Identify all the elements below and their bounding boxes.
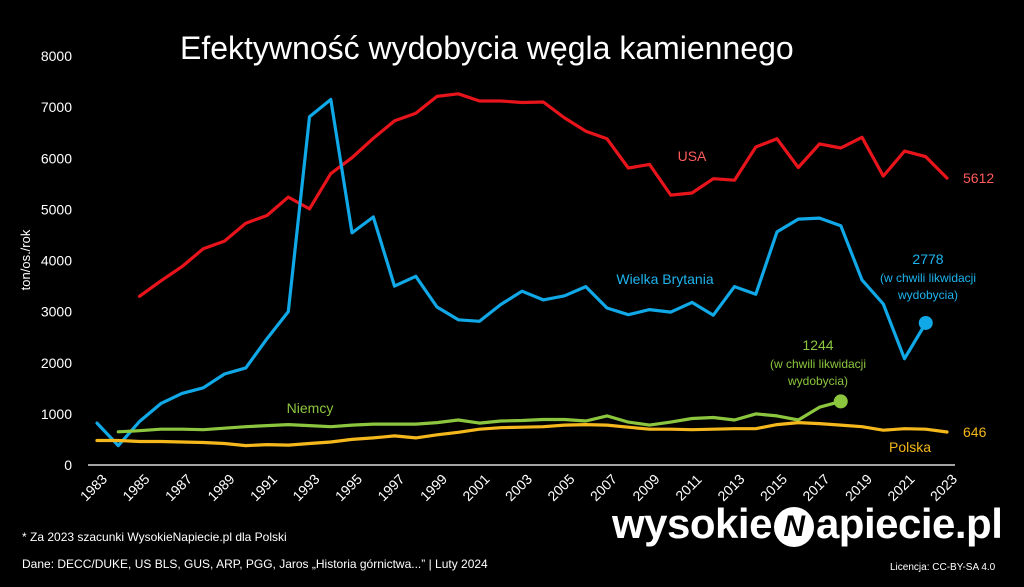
x-tick-label: 1989 <box>204 471 237 504</box>
series-label-uk: Wielka Brytania <box>616 271 713 287</box>
x-tick-label: 1995 <box>332 471 365 504</box>
x-tick-label: 2003 <box>502 471 535 504</box>
axes: 0 1000 2000 3000 4000 5000 6000 7000 8000 1983 198… <box>18 48 960 504</box>
y-axis-label: ton/os./rok <box>18 229 33 290</box>
y-tick-label: 6000 <box>41 150 72 166</box>
series-label-poland: Polska <box>889 439 931 455</box>
series-labels: USA 5612 Wielka Brytania 2778 (w chwili likw… <box>287 148 995 455</box>
sources-footnote: Dane: DECC/DUKE, US BLS, GUS, ARP, PGG, … <box>22 557 488 571</box>
y-tick-label: 8000 <box>41 48 72 64</box>
x-tick-label: 2005 <box>544 471 577 504</box>
x-tick-label: 2001 <box>459 471 492 504</box>
y-tick-label: 4000 <box>41 253 72 269</box>
end-note-uk: wydobycia) <box>897 288 958 302</box>
x-tick-label: 1987 <box>162 471 195 504</box>
y-tick-label: 2000 <box>41 355 72 371</box>
license-text: Licencja: CC-BY-SA 4.0 <box>890 562 996 573</box>
series-line-niemcy <box>116 399 843 434</box>
y-tick-label: 3000 <box>41 304 72 320</box>
series-lines <box>95 92 949 448</box>
series-label-germany: Niemcy <box>287 400 334 416</box>
x-tick-label: 1983 <box>77 471 110 504</box>
x-tick-label: 1991 <box>247 471 280 504</box>
brand-text-left: wysokie <box>612 500 772 547</box>
y-tick-label: 1000 <box>41 406 72 422</box>
end-value-uk: 2778 <box>912 251 943 267</box>
end-value-germany: 1244 <box>802 337 833 353</box>
x-tick-label: 2011 <box>672 471 705 504</box>
end-marker-uk <box>918 315 933 330</box>
end-value-usa: 5612 <box>963 170 994 186</box>
end-note-germany: wydobycia) <box>787 374 848 388</box>
estimate-footnote: * Za 2023 szacunki WysokieNapiecie.pl dl… <box>22 530 287 544</box>
x-tick-label: 1985 <box>119 471 152 504</box>
y-tick-label: 5000 <box>41 201 72 217</box>
brand-text-right: apiecie.pl <box>815 500 1003 547</box>
x-tick-label: 1997 <box>374 471 407 504</box>
lightning-n-icon: N <box>773 507 814 547</box>
series-label-usa: USA <box>678 148 707 164</box>
end-note-germany: (w chwili likwidacji <box>770 357 866 371</box>
series-line-usa <box>137 92 949 298</box>
series-line-wielka-brytania <box>95 97 928 448</box>
series-line-polska <box>95 421 949 448</box>
end-note-uk: (w chwili likwidacji <box>880 271 976 285</box>
y-tick-label: 0 <box>64 457 72 473</box>
x-tick-label: 1993 <box>289 471 322 504</box>
end-value-poland: 646 <box>963 424 987 440</box>
y-tick-label: 7000 <box>41 99 72 115</box>
chart-title: Efektywność wydobycia węgla kamiennego <box>180 30 794 66</box>
end-marker-germany <box>833 394 848 409</box>
x-tick-label: 1999 <box>417 471 450 504</box>
